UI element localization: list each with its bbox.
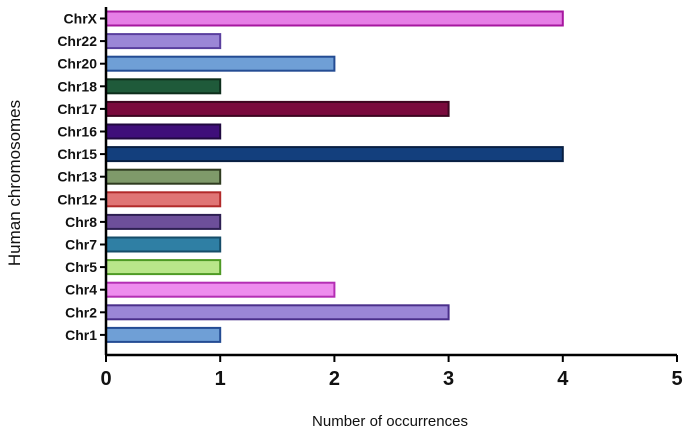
category-label-chr15: Chr15 (57, 146, 97, 162)
bars-group (105, 10, 564, 343)
x-ticks: 0 1 2 3 4 5 (100, 355, 683, 390)
bar-chr2 (105, 304, 450, 321)
category-label-chr5: Chr5 (65, 259, 97, 275)
bar-chr12 (105, 191, 222, 208)
category-label-chr13: Chr13 (57, 169, 97, 185)
bar-chr17 (105, 100, 450, 117)
x-tick-label-5: 5 (671, 368, 682, 390)
category-label-chr16: Chr16 (57, 124, 97, 140)
bar-chr13 (105, 168, 222, 185)
category-labels: ChrX Chr22 Chr20 Chr18 Chr17 Chr16 Chr15 Chr13 C… (57, 11, 106, 343)
x-tick-label-4: 4 (557, 368, 569, 390)
category-label-chr4: Chr4 (65, 282, 97, 298)
category-label-chr17: Chr17 (57, 101, 97, 117)
category-label-chr18: Chr18 (57, 78, 97, 94)
category-label-chr7: Chr7 (65, 237, 97, 253)
x-axis-title: Number of occurrences (312, 413, 468, 430)
bar-chr22 (105, 33, 222, 50)
category-label-chr2: Chr2 (65, 304, 97, 320)
bar-chrx (105, 10, 564, 27)
category-label-chr8: Chr8 (65, 214, 97, 230)
x-tick-label-0: 0 (100, 368, 111, 390)
bar-chr4 (105, 281, 336, 298)
bar-chr5 (105, 259, 222, 276)
category-label-chr22: Chr22 (57, 33, 97, 49)
bar-chr20 (105, 55, 336, 72)
bar-chr8 (105, 213, 222, 230)
category-label-chr12: Chr12 (57, 191, 97, 207)
bar-chr7 (105, 236, 222, 253)
bar-chr18 (105, 78, 222, 95)
x-tick-label-3: 3 (443, 368, 454, 390)
category-label-chr1: Chr1 (65, 327, 97, 343)
bar-chr1 (105, 326, 222, 343)
y-axis-title: Human chromosomes (5, 100, 24, 266)
category-label-chrx: ChrX (64, 11, 98, 27)
category-label-chr20: Chr20 (57, 56, 97, 72)
x-tick-label-1: 1 (215, 368, 226, 390)
bar-chr15 (105, 146, 564, 163)
bar-chr16 (105, 123, 222, 140)
x-tick-label-2: 2 (329, 368, 340, 390)
